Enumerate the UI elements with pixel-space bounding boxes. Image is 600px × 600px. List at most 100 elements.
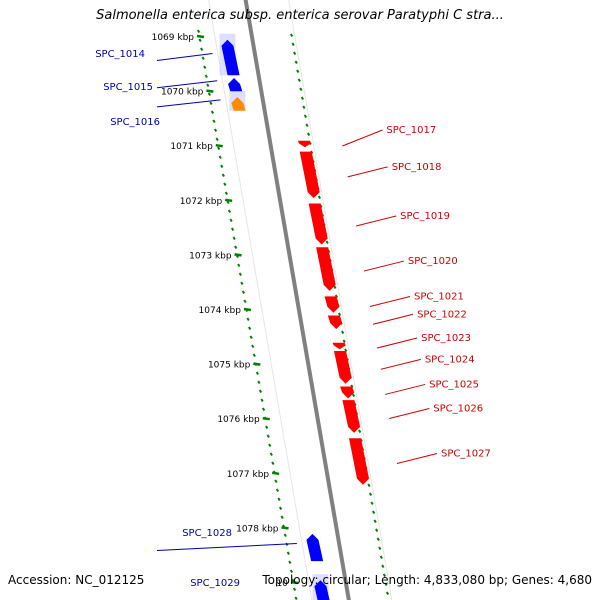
gene-label-spc-1024[interactable]: SPC_1024 [425, 354, 475, 365]
scale-tick-label: 1069 kbp [152, 33, 195, 43]
gene-label-spc-1014[interactable]: SPC_1014 [95, 49, 145, 60]
minor-tick [274, 479, 278, 484]
gene-leader-line [342, 129, 383, 147]
gene-leader-line [156, 543, 297, 552]
minor-tick [269, 452, 273, 457]
minor-tick [200, 47, 204, 52]
gene-arrow[interactable] [332, 342, 346, 350]
minor-tick [258, 389, 263, 394]
minor-tick [371, 510, 376, 515]
minor-tick [230, 227, 235, 232]
gene-arrow[interactable] [342, 400, 361, 433]
minor-tick [384, 582, 388, 587]
minor-tick [204, 74, 208, 79]
minor-tick [385, 591, 390, 596]
scale-tick-label: 10 [276, 579, 288, 589]
minor-tick [237, 263, 241, 268]
minor-tick [303, 114, 308, 119]
minor-tick [294, 60, 298, 65]
forward-rail-line [288, 0, 393, 600]
gene-arrow[interactable] [340, 386, 355, 399]
gene-arrow[interactable] [228, 77, 243, 92]
gene-arrow[interactable] [306, 533, 324, 562]
minor-tick [218, 155, 222, 160]
gene-leader-line [372, 313, 414, 325]
minor-tick [351, 393, 356, 398]
minor-tick [255, 371, 259, 376]
minor-tick [226, 200, 230, 205]
minor-tick [341, 330, 345, 335]
major-tick [224, 198, 233, 203]
minor-tick [291, 578, 295, 583]
minor-tick [337, 312, 342, 317]
gene-leader-line [385, 383, 426, 395]
minor-tick [252, 353, 256, 358]
gene-leader-line [356, 215, 397, 227]
gene-arrow[interactable] [333, 350, 352, 384]
gene-label-spc-1015[interactable]: SPC_1015 [103, 82, 153, 93]
minor-tick [317, 195, 322, 200]
major-tick [215, 143, 223, 148]
gene-leader-line [363, 260, 405, 272]
gene-label-spc-1025[interactable]: SPC_1025 [429, 379, 479, 390]
minor-tick [280, 515, 284, 520]
gene-labels[interactable]: SPC_1014 SPC_1015 SPC_1016 SPC_1017 SPC_1018… [95, 49, 491, 589]
gene-label-spc-1018[interactable]: SPC_1018 [392, 162, 442, 173]
scale-tick-label: 1074 kbp [199, 306, 242, 316]
gene-label-spc-1026[interactable]: SPC_1026 [433, 403, 483, 414]
gene-arrow[interactable] [316, 247, 336, 291]
minor-tick [210, 110, 215, 115]
minor-tick [342, 339, 346, 344]
major-tick [290, 580, 299, 585]
minor-tick [286, 551, 290, 556]
gene-label-spc-1017[interactable]: SPC_1017 [386, 125, 436, 136]
gene-label-spc-1019[interactable]: SPC_1019 [400, 211, 450, 222]
minor-tick [271, 461, 275, 466]
minor-tick [224, 191, 229, 196]
gene-arrow[interactable] [308, 203, 328, 245]
gene-label-spc-1027[interactable]: SPC_1027 [441, 449, 491, 460]
scale-tick-label: 1076 kbp [217, 415, 260, 425]
minor-tick [234, 245, 238, 250]
gene-leader-line [156, 80, 218, 89]
minor-tick [246, 317, 250, 322]
minor-tick [294, 596, 298, 600]
gene-arrow[interactable] [349, 438, 370, 485]
minor-tick [325, 240, 329, 245]
backbone [208, 0, 393, 600]
gene-leader-line [396, 453, 438, 465]
gene-label-spc-1022[interactable]: SPC_1022 [417, 309, 467, 320]
gene-arrow[interactable] [327, 315, 343, 330]
gene-label-spc-1021[interactable]: SPC_1021 [414, 292, 464, 303]
major-tick [253, 362, 261, 366]
gene-label-spc-1029[interactable]: SPC_1029 [190, 578, 240, 589]
gene-arrow[interactable] [299, 151, 320, 199]
gene-arrow[interactable] [231, 97, 246, 111]
minor-tick [201, 56, 205, 61]
minor-tick [291, 42, 295, 47]
gene-label-spc-1023[interactable]: SPC_1023 [421, 333, 471, 344]
gene-leader-line [377, 337, 418, 349]
minor-tick [289, 33, 294, 38]
minor-tick [227, 209, 232, 214]
gene-label-spc-1016[interactable]: SPC_1016 [110, 117, 160, 128]
accession-label: Accession: NC_012125 [8, 573, 145, 587]
gene-label-spc-1028[interactable]: SPC_1028 [182, 528, 232, 539]
minor-tick [238, 272, 242, 277]
gene-arrow[interactable] [324, 296, 340, 313]
backbone-line [243, 0, 351, 600]
gene-leader-line [369, 296, 411, 308]
gene-features [219, 33, 370, 600]
scale-ticks: 1069 kbp 1070 kbp 1071 kbp 1072 kbp 1073 kbp… [152, 29, 390, 600]
minor-tick [333, 285, 337, 290]
scale-tick-label: 1077 kbp [227, 470, 270, 480]
gene-arrow[interactable] [297, 140, 311, 148]
scale-tick-label: 1075 kbp [208, 361, 251, 371]
gene-arrow[interactable] [314, 580, 330, 600]
map-title: Salmonella enterica subsp. enterica sero… [96, 8, 504, 23]
minor-tick [240, 281, 244, 286]
minor-tick [334, 294, 339, 299]
gene-label-spc-1020[interactable]: SPC_1020 [408, 256, 458, 267]
minor-tick [196, 29, 201, 34]
gene-arrow[interactable] [221, 39, 240, 76]
